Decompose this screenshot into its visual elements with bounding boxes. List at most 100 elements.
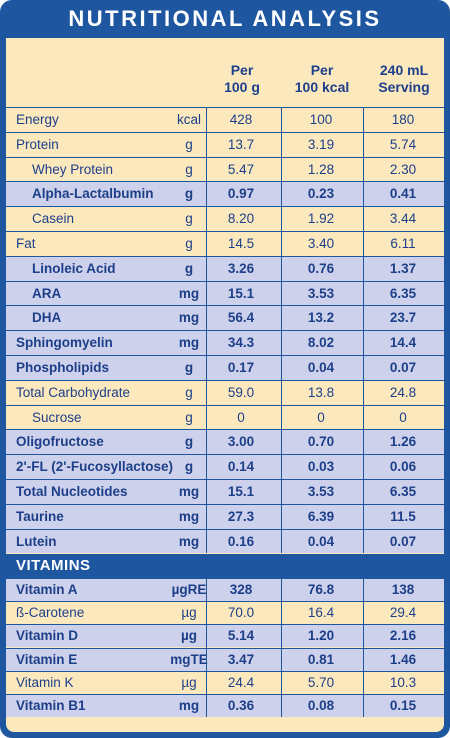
nutrient-label: 2'-FL (2'-Fucosyllactose) — [16, 459, 173, 475]
unit-cell: g — [184, 459, 194, 475]
nutrient-label: Vitamin A — [16, 581, 78, 597]
nutrition-table: Per 100 g Per 100 kcal 240 mL Serving En… — [6, 38, 444, 732]
unit-cell: kcal — [176, 112, 201, 127]
table-row: ARA mg 15.1 3.53 6.35 — [6, 280, 444, 306]
value-per-100g: 0.36 — [227, 697, 255, 713]
value-per-serving: 29.4 — [389, 605, 417, 621]
table-row: Fat g 14.5 3.40 6.11 — [6, 231, 444, 256]
unit-cell: g — [185, 236, 193, 251]
value-per-serving: 1.37 — [389, 260, 417, 276]
value-per-serving: 6.35 — [389, 285, 417, 301]
value-per-100g: 15.1 — [227, 285, 255, 301]
value-per-100kcal: 16.4 — [307, 605, 335, 621]
value-per-100g: 3.00 — [227, 434, 255, 450]
table-row: Total Nucleotides mg 15.1 3.53 6.35 — [6, 479, 444, 504]
column-divider — [363, 577, 364, 718]
value-per-100g: 0.97 — [227, 186, 255, 202]
table-row: Sphingomyelin mg 34.3 8.02 14.4 — [6, 330, 444, 355]
table-row: Lutein mg 0.16 0.04 0.07 — [6, 528, 444, 554]
value-per-serving: 2.30 — [389, 161, 417, 177]
unit-cell: g — [184, 360, 194, 375]
nutrient-label: Lutein — [16, 533, 57, 549]
value-per-100kcal: 0.04 — [307, 533, 335, 549]
value-per-100g: 8.20 — [227, 211, 255, 227]
table-row: Vitamin B1 mg 0.36 0.08 0.15 — [6, 693, 444, 718]
value-per-serving: 6.35 — [389, 484, 417, 499]
value-per-serving: 0.07 — [389, 360, 417, 375]
unit-cell: g — [184, 434, 194, 450]
value-per-100g: 5.14 — [227, 628, 255, 644]
value-per-100kcal: 5.70 — [307, 674, 335, 690]
panel-title: NUTRITIONAL ANALYSIS — [68, 6, 382, 31]
table-row: Phospholipids g 0.17 0.04 0.07 — [6, 355, 444, 380]
column-divider — [206, 107, 207, 554]
value-per-serving: 0.15 — [389, 697, 417, 713]
nutrient-label: Phospholipids — [16, 360, 109, 375]
nutrient-label: Oligofructose — [16, 434, 104, 450]
table-row: Vitamin A µgRE 328 76.8 138 — [6, 577, 444, 602]
value-per-100kcal: 0.03 — [307, 459, 335, 475]
value-per-serving: 11.5 — [390, 508, 416, 524]
table-row: Linoleic Acid g 3.26 0.76 1.37 — [6, 255, 444, 281]
nutrient-label: Taurine — [16, 508, 64, 524]
value-per-100g: 0 — [237, 409, 245, 425]
value-per-100kcal: 0.08 — [307, 697, 335, 713]
unit-cell: mgTE — [170, 651, 208, 667]
unit-cell: g — [185, 409, 193, 425]
unit-cell: g — [185, 384, 193, 400]
value-per-100kcal: 0 — [317, 409, 325, 425]
unit-cell: mg — [178, 697, 200, 713]
column-divider — [206, 577, 207, 718]
value-per-100g: 70.0 — [227, 605, 255, 621]
value-per-serving: 138 — [391, 581, 415, 597]
value-per-serving: 2.16 — [389, 628, 417, 644]
value-per-100kcal: 3.53 — [307, 285, 335, 301]
unit-cell: g — [184, 186, 194, 202]
table-row: Protein g 13.7 3.19 5.74 — [6, 131, 444, 157]
column-divider — [363, 107, 364, 554]
unit-cell: g — [185, 211, 193, 227]
value-per-100g: 0.14 — [227, 459, 255, 475]
value-per-100kcal: 13.2 — [307, 310, 335, 326]
value-per-serving: 5.74 — [389, 136, 417, 152]
nutrient-label: Vitamin E — [16, 651, 78, 667]
value-per-100g: 5.47 — [227, 161, 255, 177]
value-per-serving: 24.8 — [389, 384, 417, 400]
value-per-serving: 0.41 — [389, 186, 417, 202]
unit-cell: mg — [178, 508, 200, 524]
unit-cell: mg — [178, 484, 200, 499]
value-per-100g: 15.1 — [227, 484, 255, 499]
table-row: Energy kcal 428 100 180 — [6, 107, 444, 132]
value-per-serving: 1.46 — [389, 651, 417, 667]
vitamins-title: VITAMINS — [16, 556, 91, 574]
value-per-serving: 3.44 — [389, 211, 417, 227]
value-per-serving: 180 — [391, 112, 415, 127]
value-per-100g: 27.3 — [227, 508, 255, 524]
nutrient-label: Whey Protein — [32, 161, 114, 177]
table-row: Vitamin K µg 24.4 5.70 10.3 — [6, 670, 444, 694]
nutrient-label: Fat — [16, 236, 36, 251]
nutrient-label: Protein — [16, 136, 59, 152]
value-per-100kcal: 100 — [309, 112, 333, 127]
unit-cell: µg — [181, 605, 197, 621]
table-header: Per 100 g Per 100 kcal 240 mL Serving — [6, 38, 444, 107]
nutrient-label: Energy — [16, 112, 59, 127]
table-row: Whey Protein g 5.47 1.28 2.30 — [6, 156, 444, 182]
unit-cell: mg — [178, 285, 200, 301]
value-per-100g: 34.3 — [227, 335, 255, 351]
table-row: DHA mg 56.4 13.2 23.7 — [6, 305, 444, 331]
value-per-100g: 3.47 — [227, 651, 255, 667]
table-row: Casein g 8.20 1.92 3.44 — [6, 206, 444, 231]
value-per-serving: 0.07 — [389, 533, 417, 549]
unit-cell: g — [185, 161, 193, 177]
value-per-100kcal: 0.81 — [307, 651, 335, 667]
nutrient-label: Alpha-Lactalbumin — [32, 186, 154, 202]
table-row: ß-Carotene µg 70.0 16.4 29.4 — [6, 601, 444, 625]
value-per-100g: 0.17 — [227, 360, 255, 375]
table-row: Vitamin D µg 5.14 1.20 2.16 — [6, 624, 444, 648]
value-per-100kcal: 3.19 — [307, 136, 335, 152]
value-per-100kcal: 8.02 — [307, 335, 335, 351]
nutrient-label: Vitamin B1 — [16, 697, 86, 713]
value-per-100kcal: 1.92 — [307, 211, 335, 227]
